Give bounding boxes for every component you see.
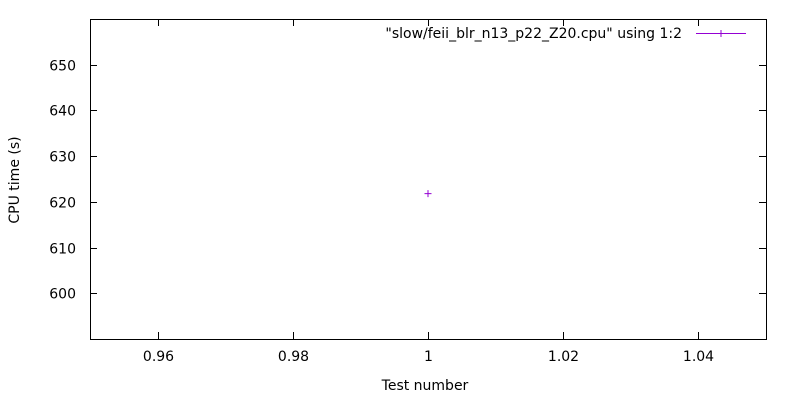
y-tick-label: 650 [49, 59, 76, 75]
data-point [424, 190, 432, 198]
x-tick-label: 0.98 [278, 349, 309, 365]
y-tick-label: 630 [49, 150, 76, 166]
legend-sample [696, 30, 746, 37]
y-tick-label: 600 [49, 287, 76, 303]
data-points [424, 190, 432, 198]
x-axis-ticks: 0.96 0.98 1 1.02 1.04 [143, 19, 714, 365]
y-tick-label: 620 [49, 196, 76, 212]
x-tick-label: 1 [424, 349, 433, 365]
x-axis-label: Test number [381, 378, 469, 394]
x-tick-label: 1.02 [548, 349, 579, 365]
legend: "slow/feii_blr_n13_p22_Z20.cpu" using 1:… [385, 26, 746, 42]
legend-label: "slow/feii_blr_n13_p22_Z20.cpu" using 1:… [385, 26, 682, 42]
plot-frame [90, 19, 767, 340]
y-axis-ticks: 600 610 620 630 640 650 [49, 59, 766, 303]
x-tick-label: 0.96 [143, 349, 174, 365]
x-tick-label: 1.04 [683, 349, 714, 365]
y-axis-label: CPU time (s) [7, 136, 23, 223]
y-tick-label: 640 [49, 104, 76, 120]
y-tick-label: 610 [49, 242, 76, 258]
